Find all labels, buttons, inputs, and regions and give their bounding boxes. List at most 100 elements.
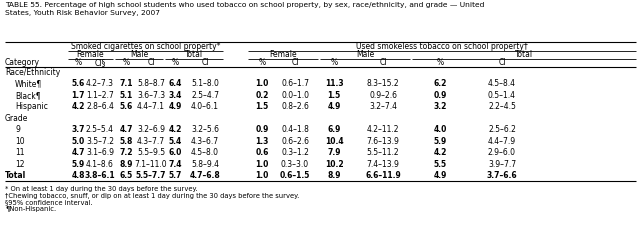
Text: 5.8: 5.8	[119, 137, 133, 146]
Text: 2.5–4.7: 2.5–4.7	[191, 91, 219, 100]
Text: 8.3–15.2: 8.3–15.2	[367, 79, 399, 88]
Text: 12: 12	[15, 160, 24, 169]
Text: 3.6–7.3: 3.6–7.3	[137, 91, 165, 100]
Text: 7.4: 7.4	[168, 160, 182, 169]
Text: CI: CI	[201, 58, 209, 67]
Text: 5.6: 5.6	[119, 102, 133, 111]
Text: Total: Total	[185, 50, 203, 59]
Text: 0.5–1.4: 0.5–1.4	[488, 91, 516, 100]
Text: 7.1: 7.1	[119, 79, 133, 88]
Text: %: %	[331, 58, 338, 67]
Text: 4.7: 4.7	[119, 125, 133, 134]
Text: 4.3–6.7: 4.3–6.7	[191, 137, 219, 146]
Text: 3.9–7.7: 3.9–7.7	[488, 160, 516, 169]
Text: 6.9: 6.9	[328, 125, 340, 134]
Text: 5.9: 5.9	[71, 160, 85, 169]
Text: 8.9: 8.9	[328, 171, 341, 180]
Text: Category: Category	[5, 58, 40, 67]
Text: 5.8–8.7: 5.8–8.7	[137, 79, 165, 88]
Text: 6.2: 6.2	[433, 79, 447, 88]
Text: 4.2: 4.2	[169, 125, 181, 134]
Text: CI: CI	[379, 58, 387, 67]
Text: 6.0: 6.0	[169, 148, 181, 157]
Text: 4.9: 4.9	[169, 102, 181, 111]
Text: 4.7: 4.7	[71, 148, 85, 157]
Text: 5.5–9.5: 5.5–9.5	[137, 148, 165, 157]
Text: 5.1–8.0: 5.1–8.0	[191, 79, 219, 88]
Text: 5.8–9.4: 5.8–9.4	[191, 160, 219, 169]
Text: §95% confidence interval.: §95% confidence interval.	[5, 200, 93, 206]
Text: 5.0: 5.0	[71, 137, 85, 146]
Text: 2.5–6.2: 2.5–6.2	[488, 125, 516, 134]
Text: 0.9: 0.9	[433, 91, 447, 100]
Text: 4.3–7.7: 4.3–7.7	[137, 137, 165, 146]
Text: 3.2–5.6: 3.2–5.6	[191, 125, 219, 134]
Text: 0.0–1.0: 0.0–1.0	[281, 91, 309, 100]
Text: 3.4: 3.4	[169, 91, 181, 100]
Text: 0.6–2.6: 0.6–2.6	[281, 137, 309, 146]
Text: 3.1–6.9: 3.1–6.9	[86, 148, 114, 157]
Text: Total: Total	[5, 171, 26, 180]
Text: 1.5: 1.5	[328, 91, 340, 100]
Text: 4.4–7.1: 4.4–7.1	[137, 102, 165, 111]
Text: 3.7: 3.7	[71, 125, 85, 134]
Text: Male: Male	[130, 50, 148, 59]
Text: 4.7–6.8: 4.7–6.8	[190, 171, 221, 180]
Text: 10.4: 10.4	[325, 137, 344, 146]
Text: 4.9: 4.9	[433, 171, 447, 180]
Text: 4.9: 4.9	[328, 102, 340, 111]
Text: 5.1: 5.1	[119, 91, 133, 100]
Text: 5.6: 5.6	[71, 79, 85, 88]
Text: 3.7–6.6: 3.7–6.6	[487, 171, 517, 180]
Text: 7.2: 7.2	[119, 148, 133, 157]
Text: 7.1–11.0: 7.1–11.0	[135, 160, 167, 169]
Text: 1.5: 1.5	[255, 102, 269, 111]
Text: Race/Ethnicity: Race/Ethnicity	[5, 68, 60, 77]
Text: 10.2: 10.2	[325, 160, 344, 169]
Text: CI§: CI§	[94, 58, 106, 67]
Text: 2.9–6.0: 2.9–6.0	[488, 148, 516, 157]
Text: 5.9: 5.9	[433, 137, 447, 146]
Text: 3.5–7.2: 3.5–7.2	[86, 137, 114, 146]
Text: White¶: White¶	[15, 79, 42, 88]
Text: 4.4–7.9: 4.4–7.9	[488, 137, 516, 146]
Text: 5.5–11.2: 5.5–11.2	[367, 148, 399, 157]
Text: 4.1–8.6: 4.1–8.6	[86, 160, 114, 169]
Text: 5.5–7.7: 5.5–7.7	[136, 171, 166, 180]
Text: 4.2: 4.2	[71, 102, 85, 111]
Text: 4.0–6.1: 4.0–6.1	[191, 102, 219, 111]
Text: %: %	[171, 58, 179, 67]
Text: †Chewing tobacco, snuff, or dip on at least 1 day during the 30 days before the : †Chewing tobacco, snuff, or dip on at le…	[5, 193, 299, 199]
Text: Grade: Grade	[5, 114, 28, 123]
Text: 4.5–8.4: 4.5–8.4	[488, 79, 516, 88]
Text: 4.8: 4.8	[71, 171, 85, 180]
Text: 0.2: 0.2	[255, 91, 269, 100]
Text: 1.0: 1.0	[255, 79, 269, 88]
Text: 2.5–5.4: 2.5–5.4	[86, 125, 114, 134]
Text: %: %	[74, 58, 81, 67]
Text: 0.6: 0.6	[255, 148, 269, 157]
Text: %: %	[122, 58, 129, 67]
Text: 0.3–1.2: 0.3–1.2	[281, 148, 309, 157]
Text: 5.7: 5.7	[169, 171, 181, 180]
Text: 1.0: 1.0	[255, 160, 269, 169]
Text: %: %	[437, 58, 444, 67]
Text: 8.9: 8.9	[119, 160, 133, 169]
Text: 5.5: 5.5	[433, 160, 447, 169]
Text: 0.9: 0.9	[255, 125, 269, 134]
Text: 5.4: 5.4	[169, 137, 181, 146]
Text: 10: 10	[15, 137, 24, 146]
Text: Hispanic: Hispanic	[15, 102, 48, 111]
Text: 4.2: 4.2	[433, 148, 447, 157]
Text: 1.0: 1.0	[255, 171, 269, 180]
Text: %: %	[258, 58, 265, 67]
Text: Smoked cigarettes on school property*: Smoked cigarettes on school property*	[71, 42, 221, 50]
Text: Total: Total	[515, 50, 533, 59]
Text: 6.5: 6.5	[119, 171, 133, 180]
Text: Female: Female	[269, 50, 297, 59]
Text: 7.4–13.9: 7.4–13.9	[367, 160, 399, 169]
Text: Black¶: Black¶	[15, 91, 40, 100]
Text: 11: 11	[15, 148, 24, 157]
Text: 0.3–3.0: 0.3–3.0	[281, 160, 309, 169]
Text: * On at least 1 day during the 30 days before the survey.: * On at least 1 day during the 30 days b…	[5, 186, 197, 192]
